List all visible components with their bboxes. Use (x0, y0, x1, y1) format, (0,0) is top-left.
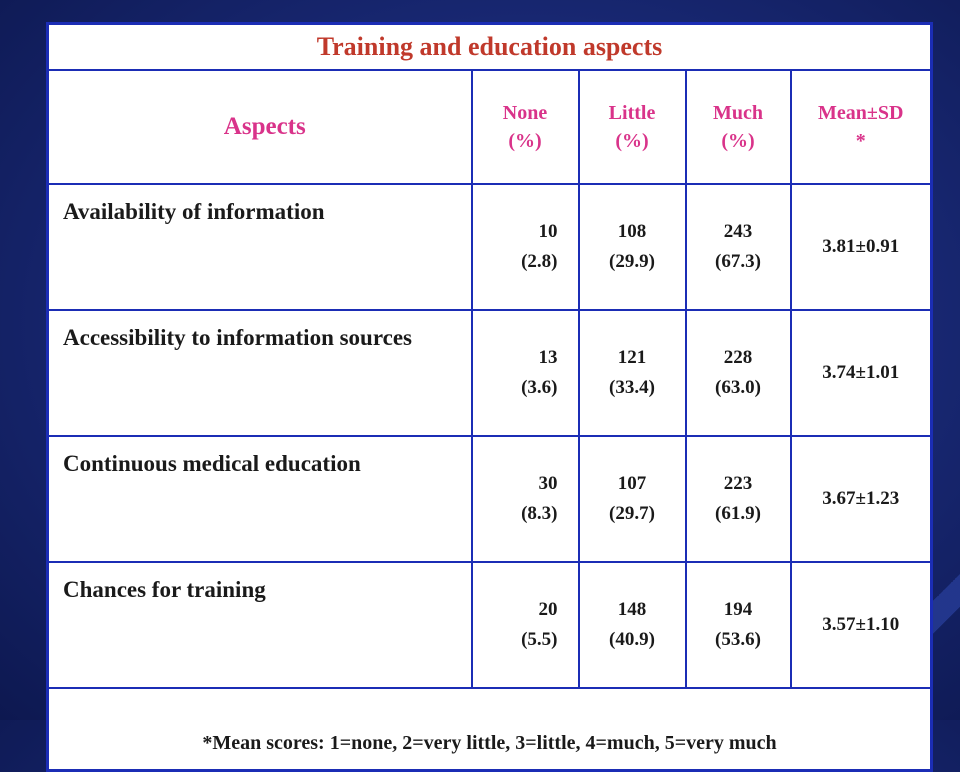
mean-value: 3.57±1.10 (789, 561, 933, 689)
little-value: 148 (40.9) (577, 561, 687, 689)
much-value: 223 (61.9) (684, 435, 792, 563)
much-value: 194 (53.6) (684, 561, 792, 689)
little-value: 121 (33.4) (577, 309, 687, 437)
training-education-table: Training and education aspects Aspects N… (46, 22, 933, 772)
aspect-label: Chances for training (46, 561, 473, 689)
little-header: Little (%) (577, 69, 687, 185)
much-value: 243 (67.3) (684, 183, 792, 311)
aspect-label: Availability of information (46, 183, 473, 311)
mean-value: 3.81±0.91 (789, 183, 933, 311)
none-value: 20 (5.5) (470, 561, 580, 689)
footnote-row: *Mean scores: 1=none, 2=very little, 3=l… (46, 687, 933, 772)
aspect-label: Continuous medical education (46, 435, 473, 563)
none-header: None (%) (470, 69, 580, 185)
header-row: Aspects None (%) Little (%) Much (%) Mea… (46, 69, 933, 185)
table-row: Continuous medical education 30 (8.3) 107… (46, 435, 933, 563)
aspect-label: Accessibility to information sources (46, 309, 473, 437)
mean-value: 3.67±1.23 (789, 435, 933, 563)
table-footnote: *Mean scores: 1=none, 2=very little, 3=l… (46, 687, 933, 772)
decorative-stripe (930, 560, 960, 640)
table-row: Availability of information 10 (2.8) 108(… (46, 183, 933, 311)
little-value: 108 (29.9) (577, 183, 687, 311)
none-value: 30 (8.3) (470, 435, 580, 563)
aspects-header: Aspects (46, 69, 473, 185)
table-title: Training and education aspects (46, 22, 933, 71)
none-value: 10 (2.8) (470, 183, 580, 311)
mean-value: 3.74±1.01 (789, 309, 933, 437)
none-value: 13 (3.6) (470, 309, 580, 437)
mean-header: Mean±SD * (789, 69, 933, 185)
title-row: Training and education aspects (46, 22, 933, 71)
table-row: Accessibility to information sources 13(… (46, 309, 933, 437)
much-value: 228 (63.0) (684, 309, 792, 437)
table-row: Chances for training 20 (5.5) 148 (40.9) 1… (46, 561, 933, 689)
much-header: Much (%) (684, 69, 792, 185)
little-value: 107 (29.7) (577, 435, 687, 563)
